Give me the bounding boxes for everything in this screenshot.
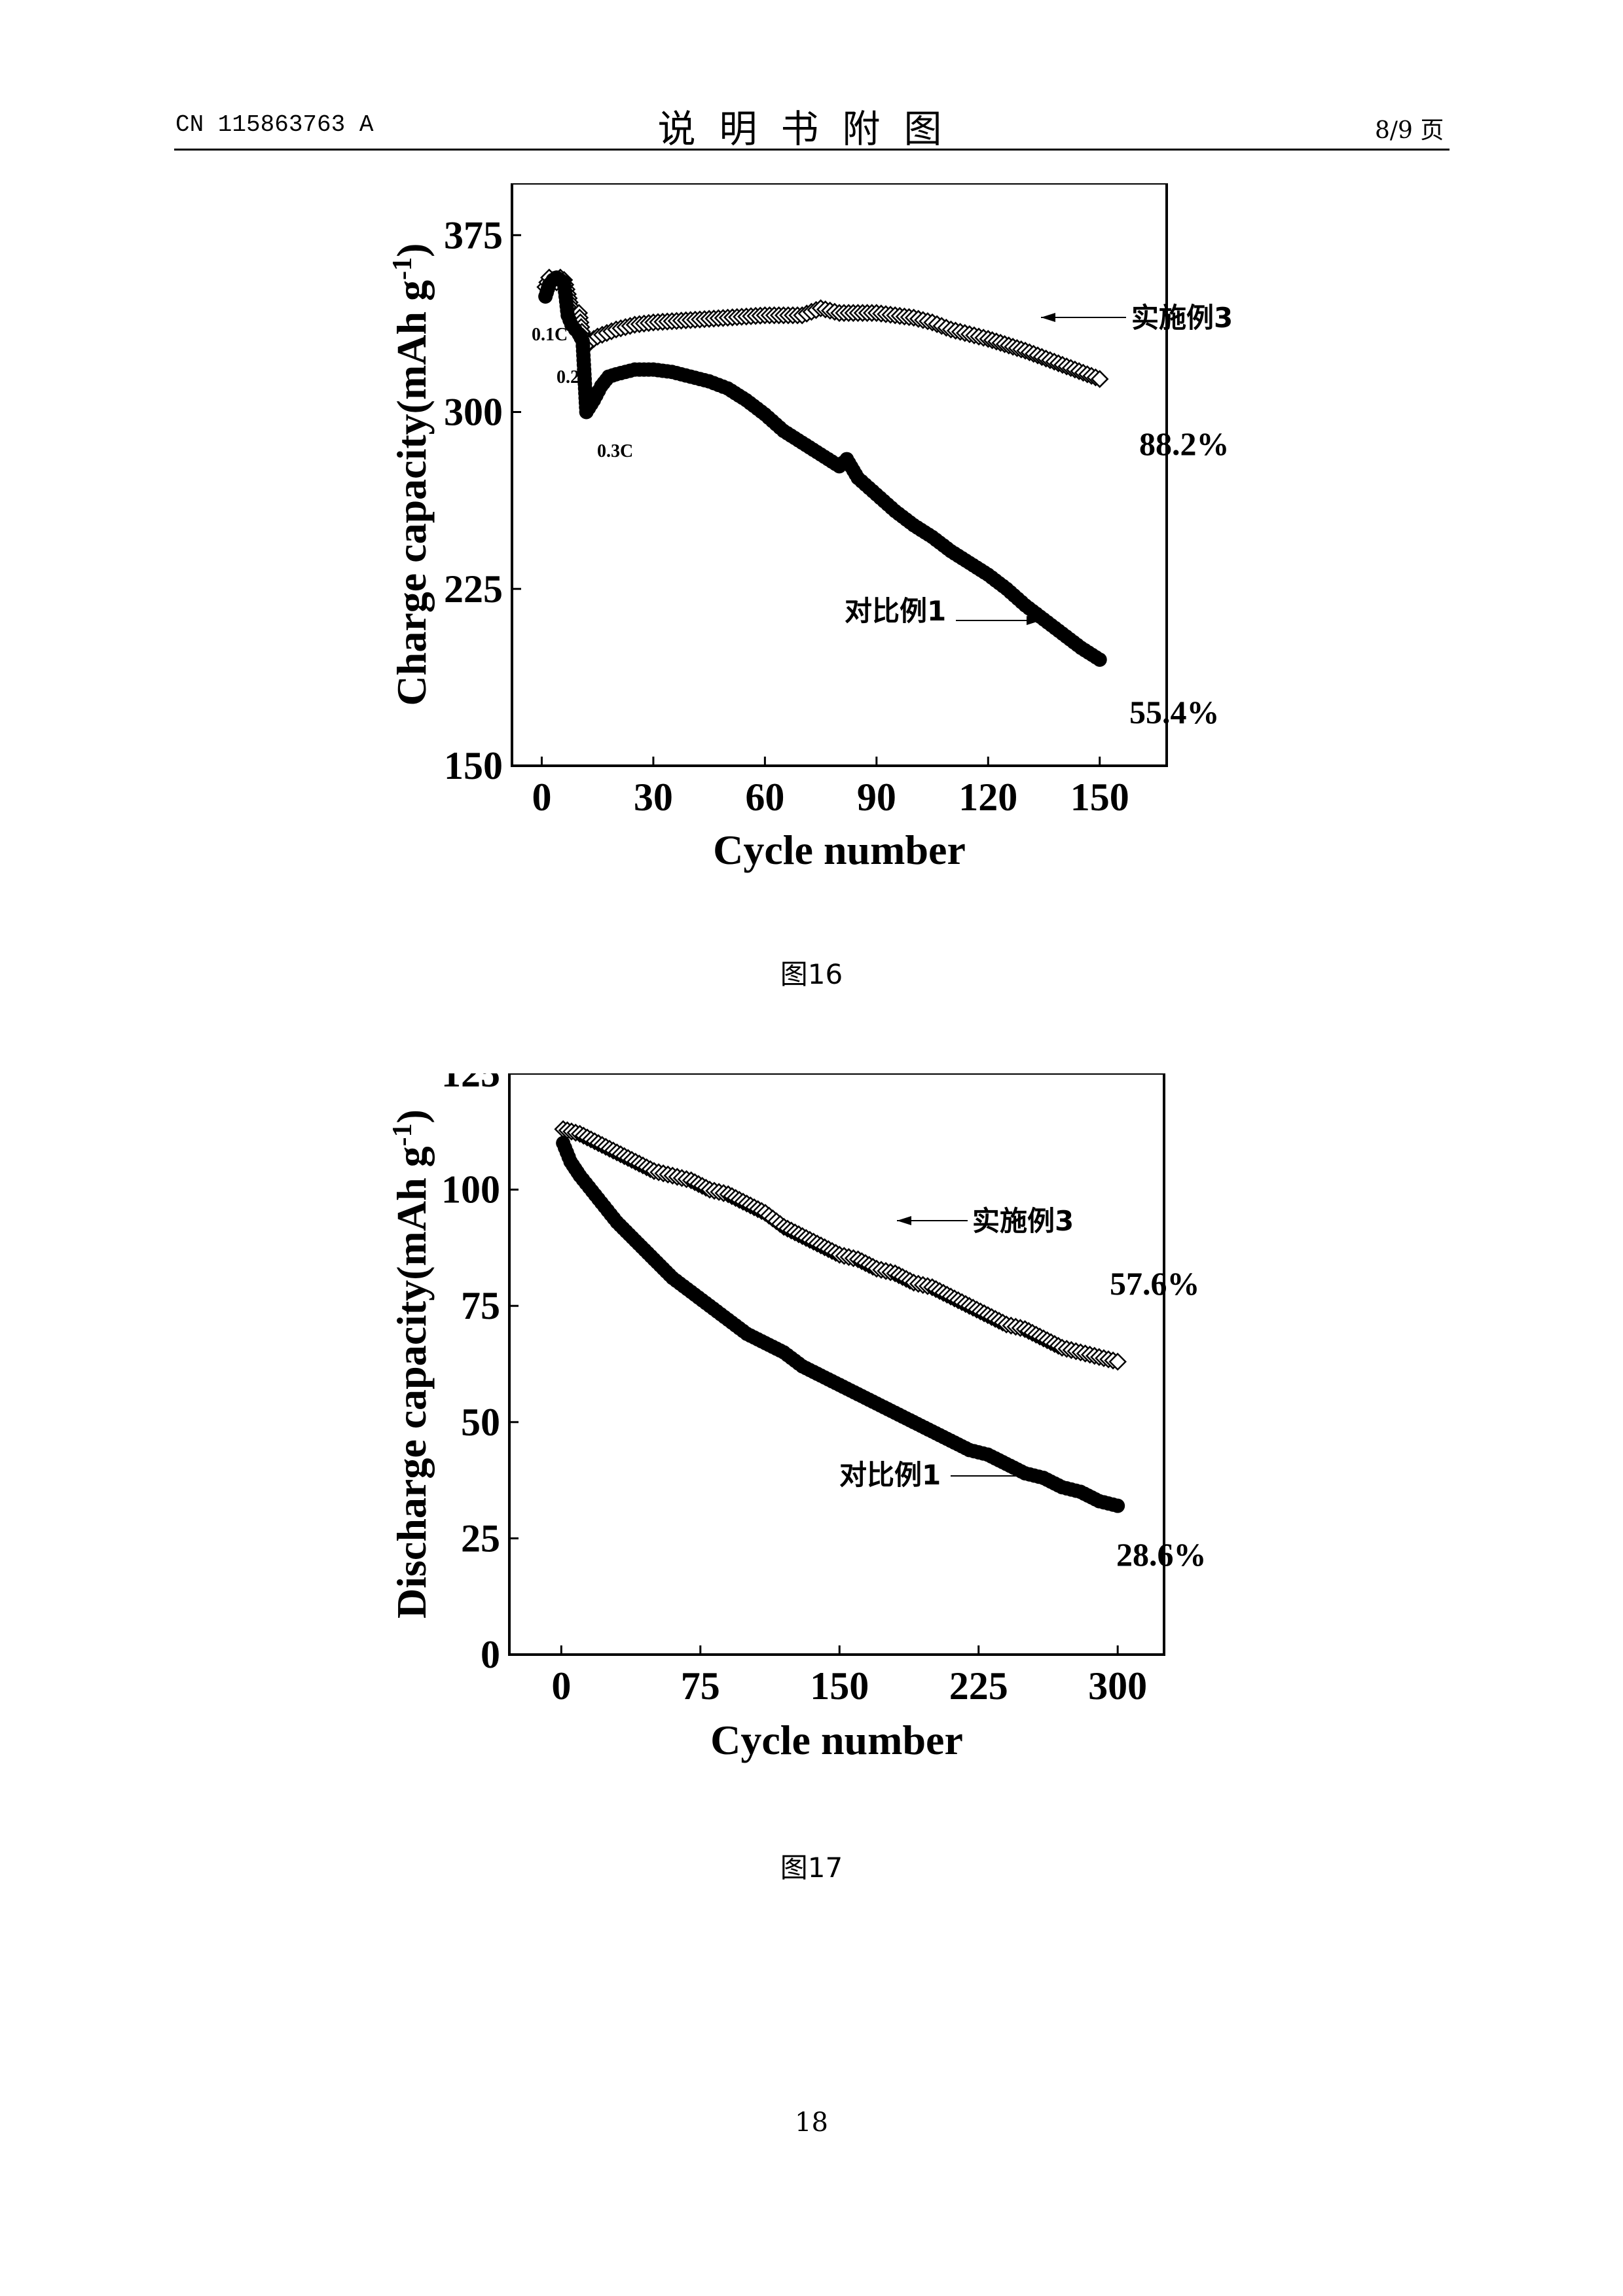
label-example3: 实施例3 bbox=[972, 1205, 1074, 1237]
y-tick-label: 300 bbox=[444, 391, 503, 434]
data-point-example3 bbox=[1090, 370, 1109, 388]
charge-capacity-chart: 0 30 60 90 120 150 150 225 300 375 Cycle number C… bbox=[388, 183, 1233, 873]
y-tick-label: 25 bbox=[461, 1516, 500, 1560]
y-axis-title: Discharge capacity(mAh g-1) bbox=[388, 1109, 435, 1619]
rate-label-0.2C: 0.2C bbox=[556, 367, 593, 387]
rate-label-0.1C: 0.1C bbox=[532, 325, 568, 345]
x-tick-label: 0 bbox=[551, 1664, 571, 1708]
x-tick-label: 150 bbox=[1070, 776, 1129, 819]
figure-17-caption: 图17 bbox=[780, 1852, 843, 1884]
y-tick-label: 125 bbox=[441, 1073, 500, 1095]
retention-example3: 57.6% bbox=[1110, 1265, 1200, 1302]
plot-frame bbox=[508, 1073, 1165, 1656]
data-point-example3 bbox=[1108, 1352, 1127, 1371]
y-tick-label: 75 bbox=[461, 1284, 500, 1327]
y-tick-label: 0 bbox=[481, 1633, 500, 1676]
legend-callout-example3: 实施例3 bbox=[897, 1205, 1074, 1237]
document-section-title: 说明书附图 bbox=[657, 107, 966, 151]
x-tick-label: 60 bbox=[745, 776, 784, 819]
x-tick-label: 90 bbox=[857, 776, 896, 819]
plot-frame bbox=[511, 183, 1168, 767]
y-tick-label: 375 bbox=[444, 213, 503, 257]
x-tick-label: 300 bbox=[1088, 1664, 1147, 1708]
y-tick-label: 225 bbox=[444, 567, 503, 611]
x-tick-label: 75 bbox=[681, 1664, 720, 1708]
figure-16-caption: 图16 bbox=[780, 958, 843, 990]
x-tick-label: 225 bbox=[949, 1664, 1008, 1708]
x-tick-label: 30 bbox=[634, 776, 673, 819]
x-tick-label: 0 bbox=[532, 776, 551, 819]
discharge-capacity-chart: 0 75 150 225 300 0 25 50 75 100 125 Cycle number D… bbox=[388, 1073, 1207, 1763]
label-example3: 实施例3 bbox=[1131, 302, 1233, 334]
header-divider bbox=[174, 149, 1450, 151]
x-tick-label: 120 bbox=[958, 776, 1017, 819]
y-axis-title: Charge capacity(mAh g-1) bbox=[388, 243, 435, 706]
y-tick-label: 50 bbox=[461, 1401, 500, 1444]
legend-callout-comparative1: 对比例1 bbox=[845, 595, 1041, 627]
patent-number: CN 115863763 A bbox=[175, 111, 374, 138]
y-tick-label: 100 bbox=[441, 1168, 500, 1211]
label-comparative1: 对比例1 bbox=[845, 595, 946, 627]
label-comparative1: 对比例1 bbox=[839, 1459, 941, 1491]
x-axis-title: Cycle number bbox=[710, 1717, 963, 1763]
x-tick-label: 150 bbox=[810, 1664, 869, 1708]
retention-example3: 88.2% bbox=[1139, 425, 1230, 462]
retention-comparative1: 28.6% bbox=[1116, 1536, 1207, 1573]
data-point-comparative1 bbox=[1092, 652, 1107, 667]
rate-label-0.3C: 0.3C bbox=[597, 441, 633, 461]
page-counter: 8/9 页 bbox=[1375, 117, 1444, 144]
x-axis-title: Cycle number bbox=[713, 827, 966, 873]
data-point-comparative1 bbox=[1110, 1498, 1125, 1513]
legend-callout-example3: 实施例3 bbox=[1041, 302, 1233, 334]
legend-callout-comparative1: 对比例1 bbox=[839, 1459, 1041, 1491]
y-tick-label: 150 bbox=[444, 744, 503, 787]
retention-comparative1: 55.4% bbox=[1129, 694, 1220, 730]
page-number: 18 bbox=[795, 2108, 828, 2138]
